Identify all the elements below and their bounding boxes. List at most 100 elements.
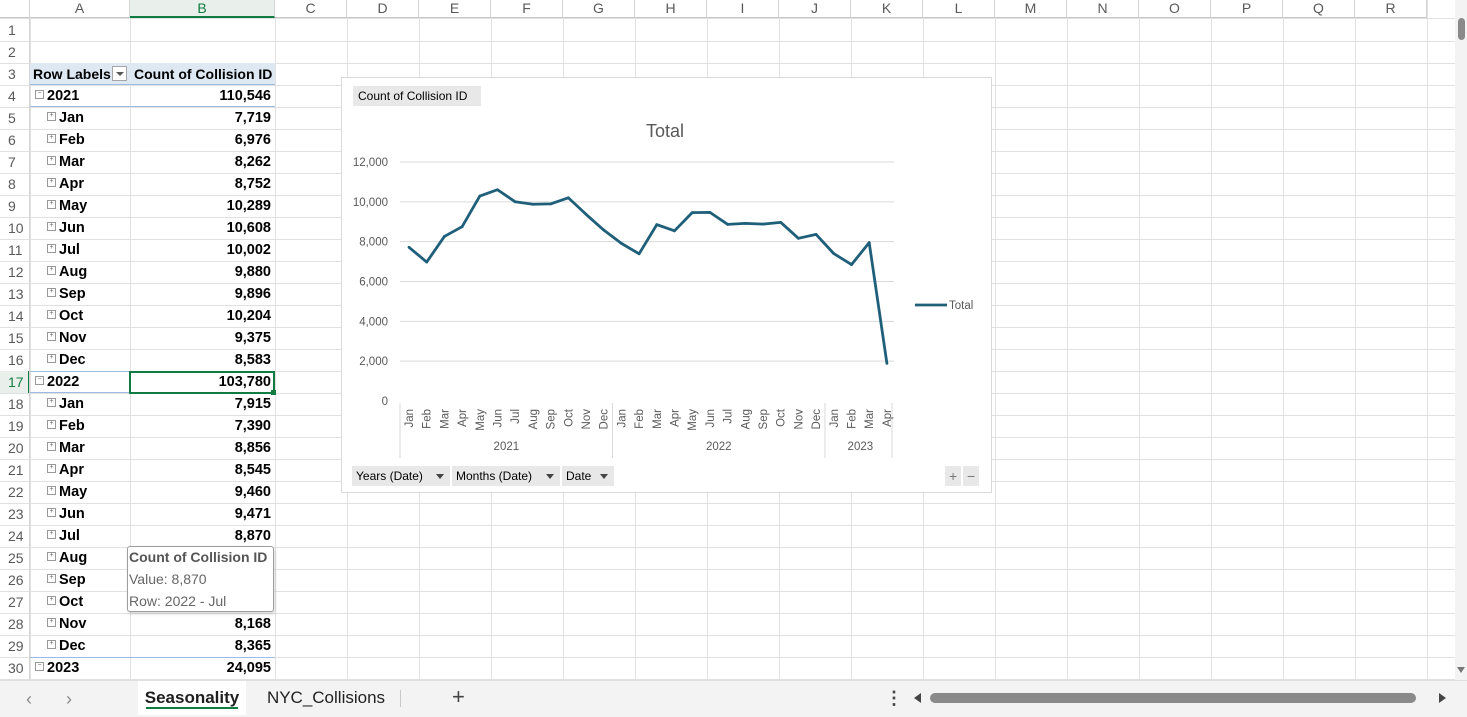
pivot-month-label[interactable]: + Aug	[47, 547, 137, 569]
pivot-month-label[interactable]: + Dec	[47, 349, 137, 371]
row-header-6[interactable]: 6	[8, 132, 16, 148]
sheet-tab-seasonality[interactable]: Seasonality	[138, 681, 246, 715]
pivot-year-label[interactable]: −2023	[35, 657, 125, 679]
row-header-15[interactable]: 15	[8, 330, 24, 346]
pivot-count-value[interactable]: 8,365	[234, 638, 271, 654]
row-header-21[interactable]: 21	[8, 462, 24, 478]
years-date-filter-button[interactable]: Years (Date)	[352, 466, 450, 486]
pivot-count-value[interactable]: 9,880	[234, 264, 271, 280]
row-header-20[interactable]: 20	[8, 440, 24, 456]
pivot-month-label[interactable]: + Aug	[47, 261, 137, 283]
pivot-count-value[interactable]: 10,608	[226, 220, 271, 236]
row-header-29[interactable]: 29	[8, 638, 24, 654]
column-header-l[interactable]: L	[923, 0, 995, 18]
more-options-icon[interactable]: ⋮	[885, 688, 903, 708]
expand-icon[interactable]: +	[47, 265, 56, 275]
row-header-25[interactable]: 25	[8, 550, 24, 566]
column-header-c[interactable]: C	[275, 0, 347, 18]
expand-icon[interactable]: +	[47, 155, 56, 165]
column-header-a[interactable]: A	[30, 0, 130, 18]
pivot-count-value[interactable]: 9,375	[234, 330, 271, 346]
pivot-count-value[interactable]: 8,262	[234, 154, 271, 170]
row-header-3[interactable]: 3	[8, 66, 16, 82]
scroll-down-arrow-icon[interactable]	[1457, 667, 1465, 673]
row-header-22[interactable]: 22	[8, 484, 24, 500]
expand-icon[interactable]: +	[47, 573, 56, 583]
row-header-23[interactable]: 23	[8, 506, 24, 522]
pivot-month-label[interactable]: + Jul	[47, 239, 137, 261]
scroll-right-arrow-icon[interactable]	[1439, 693, 1446, 703]
expand-icon[interactable]: +	[47, 133, 56, 143]
expand-icon[interactable]: +	[47, 463, 56, 473]
pivot-count-value[interactable]: 8,856	[234, 440, 271, 456]
chart-value-field-button[interactable]: Count of Collision ID	[353, 86, 481, 106]
horizontal-scroll-thumb[interactable]	[930, 693, 1416, 703]
expand-icon[interactable]: +	[47, 221, 56, 231]
column-header-i[interactable]: I	[707, 0, 779, 18]
expand-icon[interactable]: +	[47, 353, 56, 363]
column-header-r[interactable]: R	[1355, 0, 1427, 18]
row-header-14[interactable]: 14	[8, 308, 24, 324]
pivot-month-label[interactable]: + May	[47, 481, 137, 503]
row-labels-filter-button[interactable]	[112, 66, 127, 81]
pivot-month-label[interactable]: + Jun	[47, 503, 137, 525]
pivot-month-label[interactable]: + Jun	[47, 217, 137, 239]
expand-icon[interactable]: +	[47, 397, 56, 407]
pivot-count-value[interactable]: 8,752	[234, 176, 271, 192]
column-header-p[interactable]: P	[1211, 0, 1283, 18]
row-header-4[interactable]: 4	[8, 88, 16, 104]
column-header-g[interactable]: G	[563, 0, 635, 18]
expand-icon[interactable]: +	[47, 617, 56, 627]
collapse-field-button[interactable]: −	[963, 466, 979, 486]
pivot-month-label[interactable]: + Feb	[47, 129, 137, 151]
row-header-11[interactable]: 11	[8, 242, 23, 258]
expand-field-button[interactable]: +	[945, 466, 961, 486]
row-header-17[interactable]: 17	[0, 371, 30, 393]
expand-icon[interactable]: +	[47, 595, 56, 605]
pivot-month-label[interactable]: + Jan	[47, 393, 137, 415]
expand-icon[interactable]: +	[47, 177, 56, 187]
column-header-j[interactable]: J	[779, 0, 851, 18]
pivot-count-value[interactable]: 8,545	[234, 462, 271, 478]
expand-icon[interactable]: +	[47, 309, 56, 319]
pivot-count-value[interactable]: 110,546	[219, 88, 271, 104]
pivot-month-label[interactable]: + Sep	[47, 283, 137, 305]
pivot-month-label[interactable]: + Jan	[47, 107, 137, 129]
date-filter-button[interactable]: Date	[562, 466, 614, 486]
row-header-27[interactable]: 27	[8, 594, 24, 610]
row-header-16[interactable]: 16	[8, 352, 24, 368]
collapse-icon[interactable]: −	[35, 375, 44, 385]
pivot-count-value[interactable]: 7,719	[234, 110, 271, 126]
expand-icon[interactable]: +	[47, 529, 56, 539]
fill-handle[interactable]	[271, 390, 276, 395]
pivot-month-label[interactable]: + Nov	[47, 613, 137, 635]
row-header-7[interactable]: 7	[8, 154, 16, 170]
pivot-count-value[interactable]: 7,390	[234, 418, 271, 434]
pivot-count-value[interactable]: 7,915	[234, 396, 271, 412]
pivot-month-label[interactable]: + Oct	[47, 305, 137, 327]
horizontal-scrollbar[interactable]	[912, 690, 1452, 706]
pivot-count-value[interactable]: 9,471	[234, 506, 271, 522]
expand-icon[interactable]: +	[47, 507, 56, 517]
pivot-month-label[interactable]: + Apr	[47, 459, 137, 481]
pivot-month-label[interactable]: + Jul	[47, 525, 137, 547]
pivot-count-value[interactable]: 9,460	[234, 484, 271, 500]
pivot-count-value[interactable]: 8,168	[234, 616, 271, 632]
pivot-month-label[interactable]: + Feb	[47, 415, 137, 437]
column-header-q[interactable]: Q	[1283, 0, 1355, 18]
vertical-scroll-thumb[interactable]	[1458, 18, 1465, 40]
pivot-count-value[interactable]: 10,002	[226, 242, 271, 258]
scroll-tabs-left-icon[interactable]: ‹	[26, 689, 32, 709]
row-header-9[interactable]: 9	[8, 198, 16, 214]
expand-icon[interactable]: +	[47, 551, 56, 561]
expand-icon[interactable]: +	[47, 199, 56, 209]
expand-icon[interactable]: +	[47, 287, 56, 297]
row-header-30[interactable]: 30	[8, 660, 24, 676]
pivot-count-value[interactable]: 8,870	[234, 528, 271, 544]
column-header-b[interactable]: B	[130, 0, 275, 18]
pivot-month-label[interactable]: + Apr	[47, 173, 137, 195]
expand-icon[interactable]: +	[47, 441, 56, 451]
row-header-12[interactable]: 12	[8, 264, 24, 280]
column-header-k[interactable]: K	[851, 0, 923, 18]
